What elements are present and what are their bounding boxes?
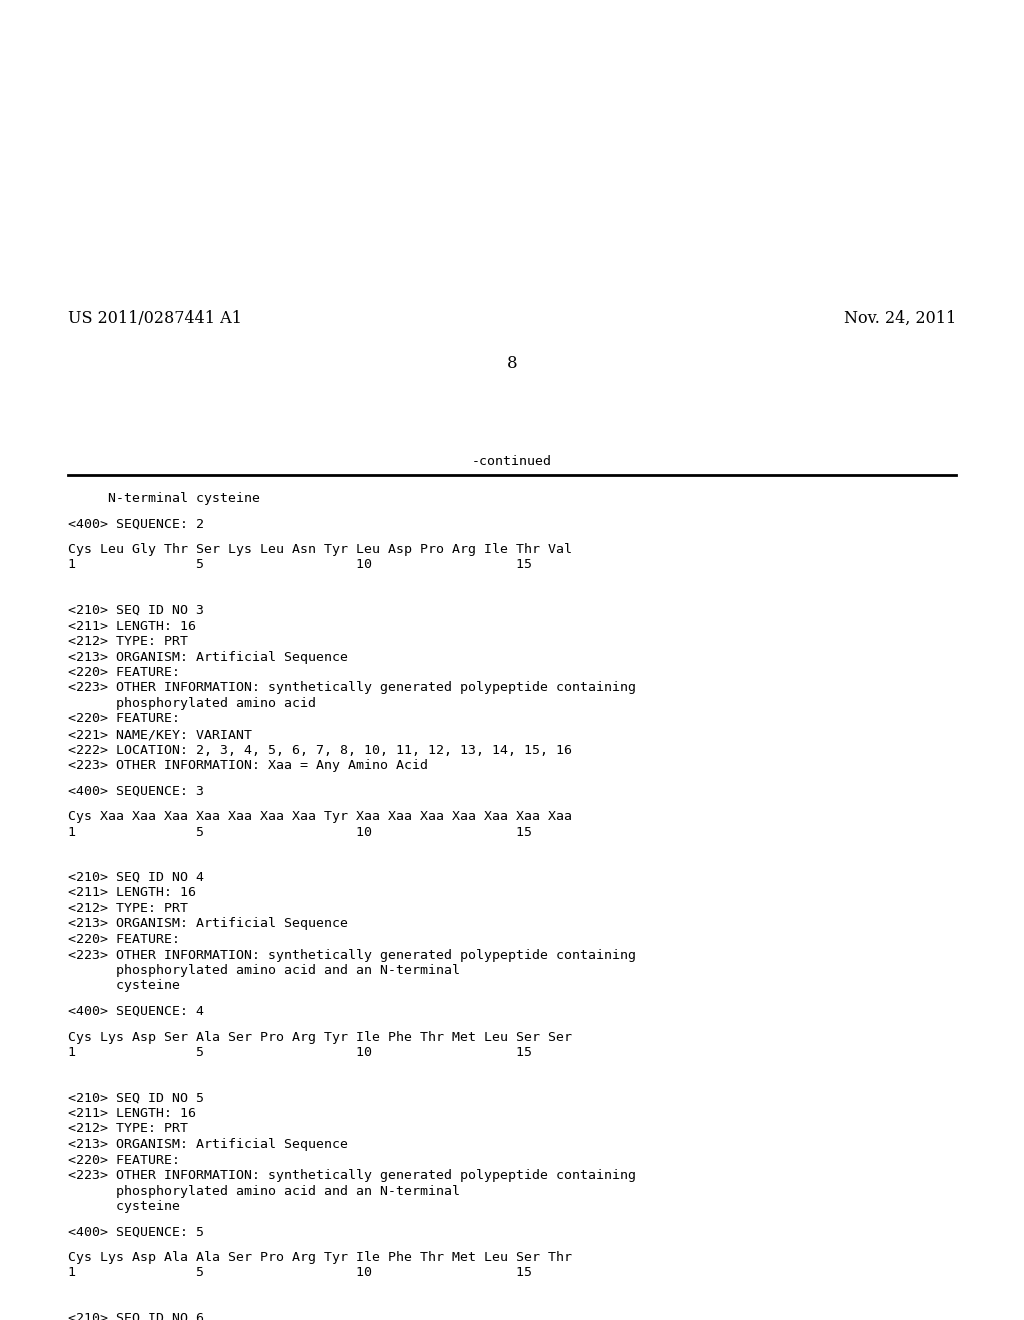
Text: <220> FEATURE:: <220> FEATURE: (68, 933, 180, 946)
Text: <211> LENGTH: 16: <211> LENGTH: 16 (68, 1107, 196, 1119)
Text: phosphorylated amino acid: phosphorylated amino acid (68, 697, 316, 710)
Text: <210> SEQ ID NO 3: <210> SEQ ID NO 3 (68, 605, 204, 616)
Text: <212> TYPE: PRT: <212> TYPE: PRT (68, 635, 188, 648)
Text: <223> OTHER INFORMATION: synthetically generated polypeptide containing: <223> OTHER INFORMATION: synthetically g… (68, 949, 636, 961)
Text: Cys Lys Asp Ala Ala Ser Pro Arg Tyr Ile Phe Thr Met Leu Ser Thr: Cys Lys Asp Ala Ala Ser Pro Arg Tyr Ile … (68, 1251, 572, 1265)
Text: <220> FEATURE:: <220> FEATURE: (68, 667, 180, 678)
Text: 1               5                   10                  15: 1 5 10 15 (68, 1266, 532, 1279)
Text: <223> OTHER INFORMATION: synthetically generated polypeptide containing: <223> OTHER INFORMATION: synthetically g… (68, 681, 636, 694)
Text: <213> ORGANISM: Artificial Sequence: <213> ORGANISM: Artificial Sequence (68, 1138, 348, 1151)
Text: <221> NAME/KEY: VARIANT: <221> NAME/KEY: VARIANT (68, 729, 252, 741)
Text: <222> LOCATION: 2, 3, 4, 5, 6, 7, 8, 10, 11, 12, 13, 14, 15, 16: <222> LOCATION: 2, 3, 4, 5, 6, 7, 8, 10,… (68, 743, 572, 756)
Text: <223> OTHER INFORMATION: synthetically generated polypeptide containing: <223> OTHER INFORMATION: synthetically g… (68, 1170, 636, 1181)
Text: <212> TYPE: PRT: <212> TYPE: PRT (68, 902, 188, 915)
Text: <220> FEATURE:: <220> FEATURE: (68, 713, 180, 726)
Text: <213> ORGANISM: Artificial Sequence: <213> ORGANISM: Artificial Sequence (68, 651, 348, 664)
Text: cysteine: cysteine (68, 979, 180, 993)
Text: Cys Xaa Xaa Xaa Xaa Xaa Xaa Xaa Tyr Xaa Xaa Xaa Xaa Xaa Xaa Xaa: Cys Xaa Xaa Xaa Xaa Xaa Xaa Xaa Tyr Xaa … (68, 810, 572, 822)
Text: Cys Lys Asp Ser Ala Ser Pro Arg Tyr Ile Phe Thr Met Leu Ser Ser: Cys Lys Asp Ser Ala Ser Pro Arg Tyr Ile … (68, 1031, 572, 1044)
Text: <213> ORGANISM: Artificial Sequence: <213> ORGANISM: Artificial Sequence (68, 917, 348, 931)
Text: -continued: -continued (472, 455, 552, 469)
Text: <210> SEQ ID NO 4: <210> SEQ ID NO 4 (68, 871, 204, 884)
Text: <211> LENGTH: 16: <211> LENGTH: 16 (68, 887, 196, 899)
Text: <400> SEQUENCE: 2: <400> SEQUENCE: 2 (68, 517, 204, 531)
Text: <211> LENGTH: 16: <211> LENGTH: 16 (68, 619, 196, 632)
Text: US 2011/0287441 A1: US 2011/0287441 A1 (68, 310, 242, 327)
Text: <212> TYPE: PRT: <212> TYPE: PRT (68, 1122, 188, 1135)
Text: <400> SEQUENCE: 4: <400> SEQUENCE: 4 (68, 1005, 204, 1018)
Text: <220> FEATURE:: <220> FEATURE: (68, 1154, 180, 1167)
Text: N-terminal cysteine: N-terminal cysteine (68, 492, 260, 506)
Text: <210> SEQ ID NO 5: <210> SEQ ID NO 5 (68, 1092, 204, 1105)
Text: Cys Leu Gly Thr Ser Lys Leu Asn Tyr Leu Asp Pro Arg Ile Thr Val: Cys Leu Gly Thr Ser Lys Leu Asn Tyr Leu … (68, 543, 572, 556)
Text: 8: 8 (507, 355, 517, 372)
Text: 1               5                   10                  15: 1 5 10 15 (68, 825, 532, 838)
Text: <223> OTHER INFORMATION: Xaa = Any Amino Acid: <223> OTHER INFORMATION: Xaa = Any Amino… (68, 759, 428, 772)
Text: <210> SEQ ID NO 6: <210> SEQ ID NO 6 (68, 1312, 204, 1320)
Text: phosphorylated amino acid and an N-terminal: phosphorylated amino acid and an N-termi… (68, 1184, 460, 1197)
Text: 1               5                   10                  15: 1 5 10 15 (68, 558, 532, 572)
Text: cysteine: cysteine (68, 1200, 180, 1213)
Text: 1               5                   10                  15: 1 5 10 15 (68, 1045, 532, 1059)
Text: <400> SEQUENCE: 5: <400> SEQUENCE: 5 (68, 1225, 204, 1238)
Text: phosphorylated amino acid and an N-terminal: phosphorylated amino acid and an N-termi… (68, 964, 460, 977)
Text: <400> SEQUENCE: 3: <400> SEQUENCE: 3 (68, 784, 204, 797)
Text: Nov. 24, 2011: Nov. 24, 2011 (844, 310, 956, 327)
